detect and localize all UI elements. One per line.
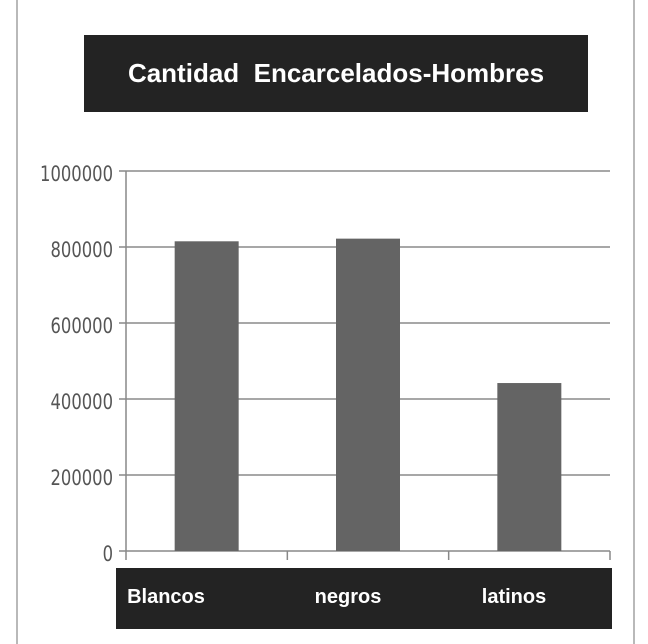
category-label-latinos: latinos xyxy=(481,586,547,608)
category-label-negros: negros xyxy=(314,586,382,608)
chart-title: Cantidad Encarcelados-Hombres xyxy=(84,35,588,112)
bar-blancos xyxy=(174,241,239,552)
category-axis-band xyxy=(116,568,612,629)
bar-negros xyxy=(336,238,400,551)
right-frame-border xyxy=(633,0,635,644)
y-tick-label-600000: 600000 xyxy=(50,315,113,338)
y-tick-label-200000: 200000 xyxy=(50,467,113,490)
y-tick-label-800000: 800000 xyxy=(50,239,113,262)
bar-latinos xyxy=(497,383,562,551)
left-frame-border xyxy=(16,0,18,644)
category-label-blancos: Blancos xyxy=(127,586,205,608)
y-tick-label-400000: 400000 xyxy=(50,391,113,414)
y-tick-label-0: 0 xyxy=(103,543,113,566)
y-tick-label-1000000: 1000000 xyxy=(40,163,113,186)
